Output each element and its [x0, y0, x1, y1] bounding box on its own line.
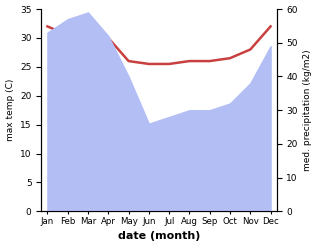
Y-axis label: max temp (C): max temp (C) — [5, 79, 15, 141]
Y-axis label: med. precipitation (kg/m2): med. precipitation (kg/m2) — [303, 49, 313, 171]
X-axis label: date (month): date (month) — [118, 231, 200, 242]
